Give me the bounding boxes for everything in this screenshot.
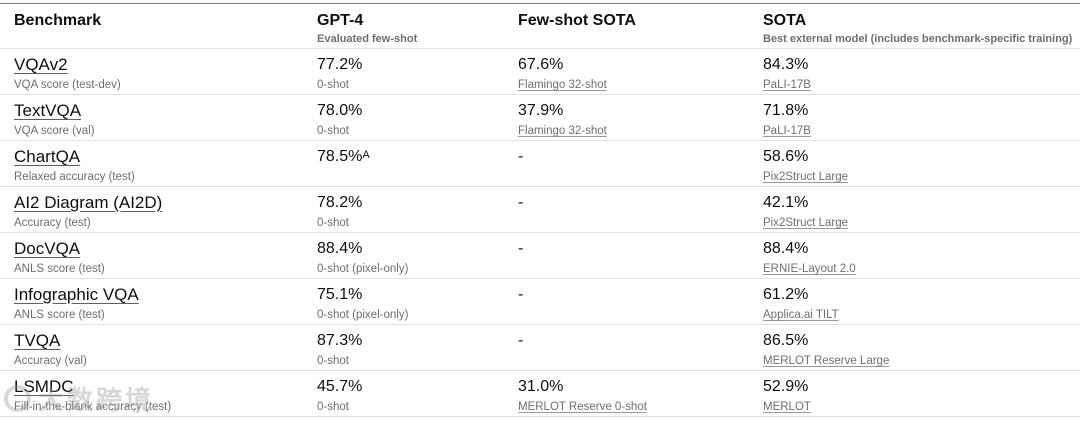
sota-model-link[interactable]: Pix2Struct Large <box>763 217 849 229</box>
table-row: ChartQA Relaxed accuracy (test) 78.5%A -… <box>0 141 1080 187</box>
table-row: Infographic VQA ANLS score (test) 75.1% … <box>0 279 1080 325</box>
gpt4-value: 88.4% <box>317 240 363 257</box>
benchmark-metric: Accuracy (val) <box>14 355 87 367</box>
fewshot-value: - <box>518 194 524 211</box>
table-row: TextVQA VQA score (val) 78.0% 0-shot 37.… <box>0 95 1080 141</box>
footnote-marker: A <box>362 149 370 161</box>
sota-value: 52.9% <box>763 378 809 395</box>
benchmark-link[interactable]: ChartQA <box>14 147 81 166</box>
benchmark-table: Benchmark GPT-4 Evaluated few-shot Few-s… <box>0 3 1080 417</box>
table-row: DocVQA ANLS score (test) 88.4% 0-shot (p… <box>0 233 1080 279</box>
gpt4-value: 78.0% <box>317 102 363 119</box>
sota-value: 86.5% <box>763 332 809 349</box>
fewshot-value: 31.0% <box>518 378 564 395</box>
column-subheader-sota: Best external model (includes benchmark-… <box>763 33 1073 45</box>
gpt4-note: 0-shot <box>317 355 349 367</box>
fewshot-model-link[interactable]: MERLOT Reserve 0-shot <box>518 401 647 413</box>
table-row: LSMDC Fill-in-the-blank accuracy (test) … <box>0 371 1080 417</box>
gpt4-value: 78.5%A <box>317 148 370 165</box>
benchmark-link[interactable]: Infographic VQA <box>14 285 139 304</box>
sota-model-link[interactable]: PaLI-17B <box>763 125 811 137</box>
sota-value: 84.3% <box>763 56 809 73</box>
gpt4-value: 78.2% <box>317 194 363 211</box>
sota-model-link[interactable]: MERLOT Reserve Large <box>763 355 890 367</box>
gpt4-note: 0-shot <box>317 401 349 413</box>
gpt4-note: 0-shot <box>317 79 349 91</box>
sota-value: 58.6% <box>763 148 809 165</box>
benchmark-metric: Fill-in-the-blank accuracy (test) <box>14 401 172 413</box>
column-subheader-gpt4: Evaluated few-shot <box>317 33 418 45</box>
fewshot-value: - <box>518 332 524 349</box>
sota-model-link[interactable]: MERLOT <box>763 401 811 413</box>
sota-value: 71.8% <box>763 102 809 119</box>
benchmark-link[interactable]: LSMDC <box>14 377 74 396</box>
fewshot-value: - <box>518 240 524 257</box>
sota-value: 88.4% <box>763 240 809 257</box>
table-header-row: Benchmark GPT-4 Evaluated few-shot Few-s… <box>0 4 1080 49</box>
gpt4-note: 0-shot (pixel-only) <box>317 309 409 321</box>
table-row: AI2 Diagram (AI2D) Accuracy (test) 78.2%… <box>0 187 1080 233</box>
fewshot-value: 37.9% <box>518 102 564 119</box>
column-header-benchmark: Benchmark <box>14 12 102 29</box>
fewshot-value: - <box>518 286 524 303</box>
table-row: TVQA Accuracy (val) 87.3% 0-shot - 86.5%… <box>0 325 1080 371</box>
benchmark-metric: VQA score (test-dev) <box>14 79 121 91</box>
column-header-fewshot-sota: Few-shot SOTA <box>518 12 636 29</box>
benchmark-link[interactable]: DocVQA <box>14 239 81 258</box>
gpt4-note: 0-shot (pixel-only) <box>317 263 409 275</box>
sota-value: 42.1% <box>763 194 809 211</box>
benchmark-metric: ANLS score (test) <box>14 309 105 321</box>
fewshot-value: - <box>518 148 524 165</box>
sota-model-link[interactable]: PaLI-17B <box>763 79 811 91</box>
gpt4-value: 77.2% <box>317 56 363 73</box>
gpt4-value: 87.3% <box>317 332 363 349</box>
gpt4-value: 75.1% <box>317 286 363 303</box>
benchmark-link[interactable]: TextVQA <box>14 101 82 120</box>
gpt4-note: 0-shot <box>317 125 349 137</box>
benchmark-link[interactable]: AI2 Diagram (AI2D) <box>14 193 163 212</box>
column-header-sota: SOTA <box>763 12 807 29</box>
benchmark-link[interactable]: VQAv2 <box>14 55 68 74</box>
benchmark-metric: ANLS score (test) <box>14 263 105 275</box>
fewshot-model-link[interactable]: Flamingo 32-shot <box>518 125 607 137</box>
benchmark-link[interactable]: TVQA <box>14 331 61 350</box>
sota-model-link[interactable]: ERNIE-Layout 2.0 <box>763 263 856 275</box>
benchmark-metric: Relaxed accuracy (test) <box>14 171 135 183</box>
sota-model-link[interactable]: Applica.ai TILT <box>763 309 839 321</box>
benchmark-metric: Accuracy (test) <box>14 217 91 229</box>
table-row: VQAv2 VQA score (test-dev) 77.2% 0-shot … <box>0 49 1080 95</box>
gpt4-value: 45.7% <box>317 378 363 395</box>
gpt4-note: 0-shot <box>317 217 349 229</box>
sota-value: 61.2% <box>763 286 809 303</box>
column-header-gpt4: GPT-4 <box>317 12 364 29</box>
benchmark-metric: VQA score (val) <box>14 125 95 137</box>
sota-model-link[interactable]: Pix2Struct Large <box>763 171 849 183</box>
fewshot-value: 67.6% <box>518 56 564 73</box>
fewshot-model-link[interactable]: Flamingo 32-shot <box>518 79 607 91</box>
